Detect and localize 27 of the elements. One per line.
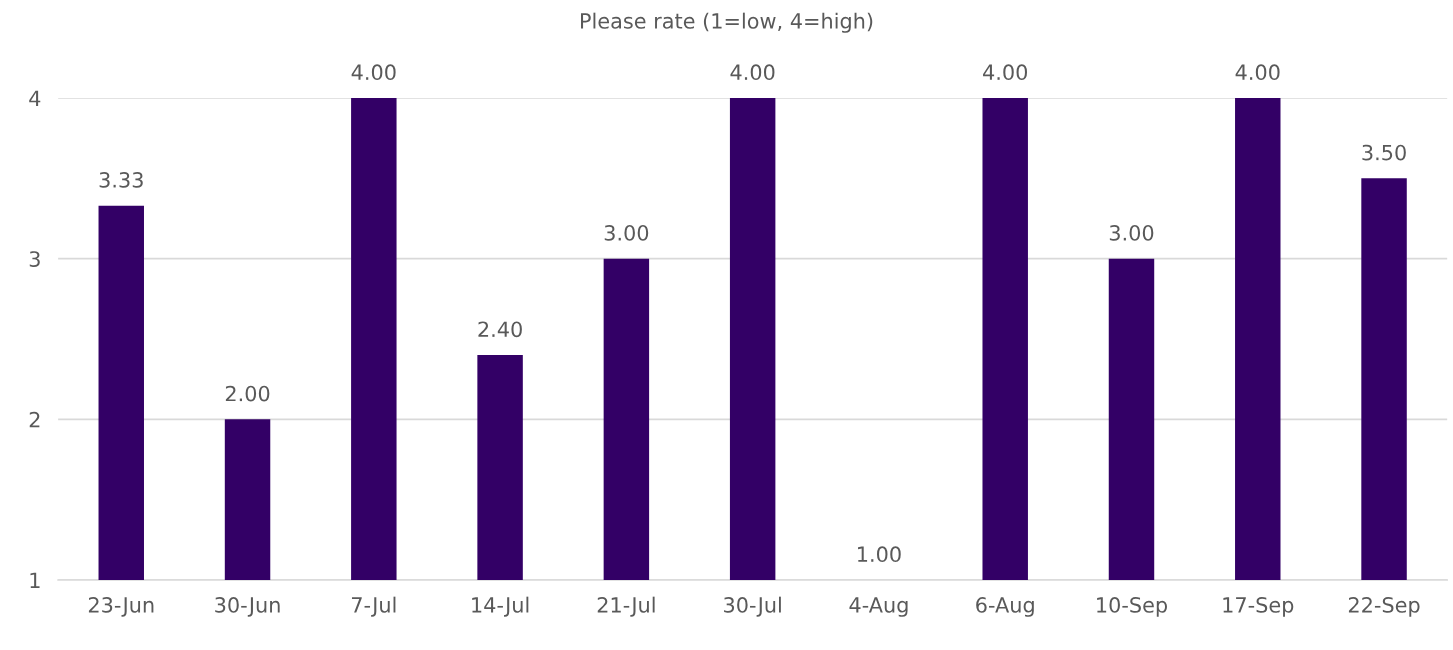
x-tick-label: 23-Jun (88, 597, 154, 617)
data-label: 3.50 (1362, 144, 1406, 161)
data-label: 4.00 (730, 64, 775, 81)
y-tick-label: 4 (29, 90, 41, 106)
y-tick-label: 3 (29, 251, 40, 267)
data-label: 4.00 (351, 64, 396, 81)
x-tick-label: 30-Jul (724, 596, 781, 617)
x-tick-label: 22-Sep (1348, 597, 1420, 617)
y-tick-label: 2 (29, 411, 40, 428)
chart-title: Please rate (1=low, 4=high) (581, 12, 873, 33)
data-label: 1.00 (858, 546, 901, 563)
data-label: 3.33 (99, 171, 143, 188)
data-label: 4.00 (1235, 64, 1280, 81)
x-tick-label: 6-Aug (976, 597, 1034, 617)
x-tick-label: 10-Sep (1097, 597, 1167, 617)
x-tick-label: 7-Jul (351, 596, 396, 617)
x-tick-label: 30-Jun (215, 597, 280, 617)
x-tick-label: 4-Aug (849, 597, 908, 617)
data-label: 3.00 (604, 224, 649, 241)
x-tick-label: 14-Jul (472, 596, 529, 617)
data-label: 2.00 (225, 385, 270, 402)
data-label: 2.40 (478, 321, 522, 338)
x-tick-label: 17-Sep (1223, 597, 1294, 617)
data-label: 4.00 (983, 64, 1028, 81)
y-tick-label: 1 (30, 572, 40, 588)
x-tick-label: 21-Jul (597, 596, 655, 617)
data-label: 3.00 (1109, 224, 1154, 241)
